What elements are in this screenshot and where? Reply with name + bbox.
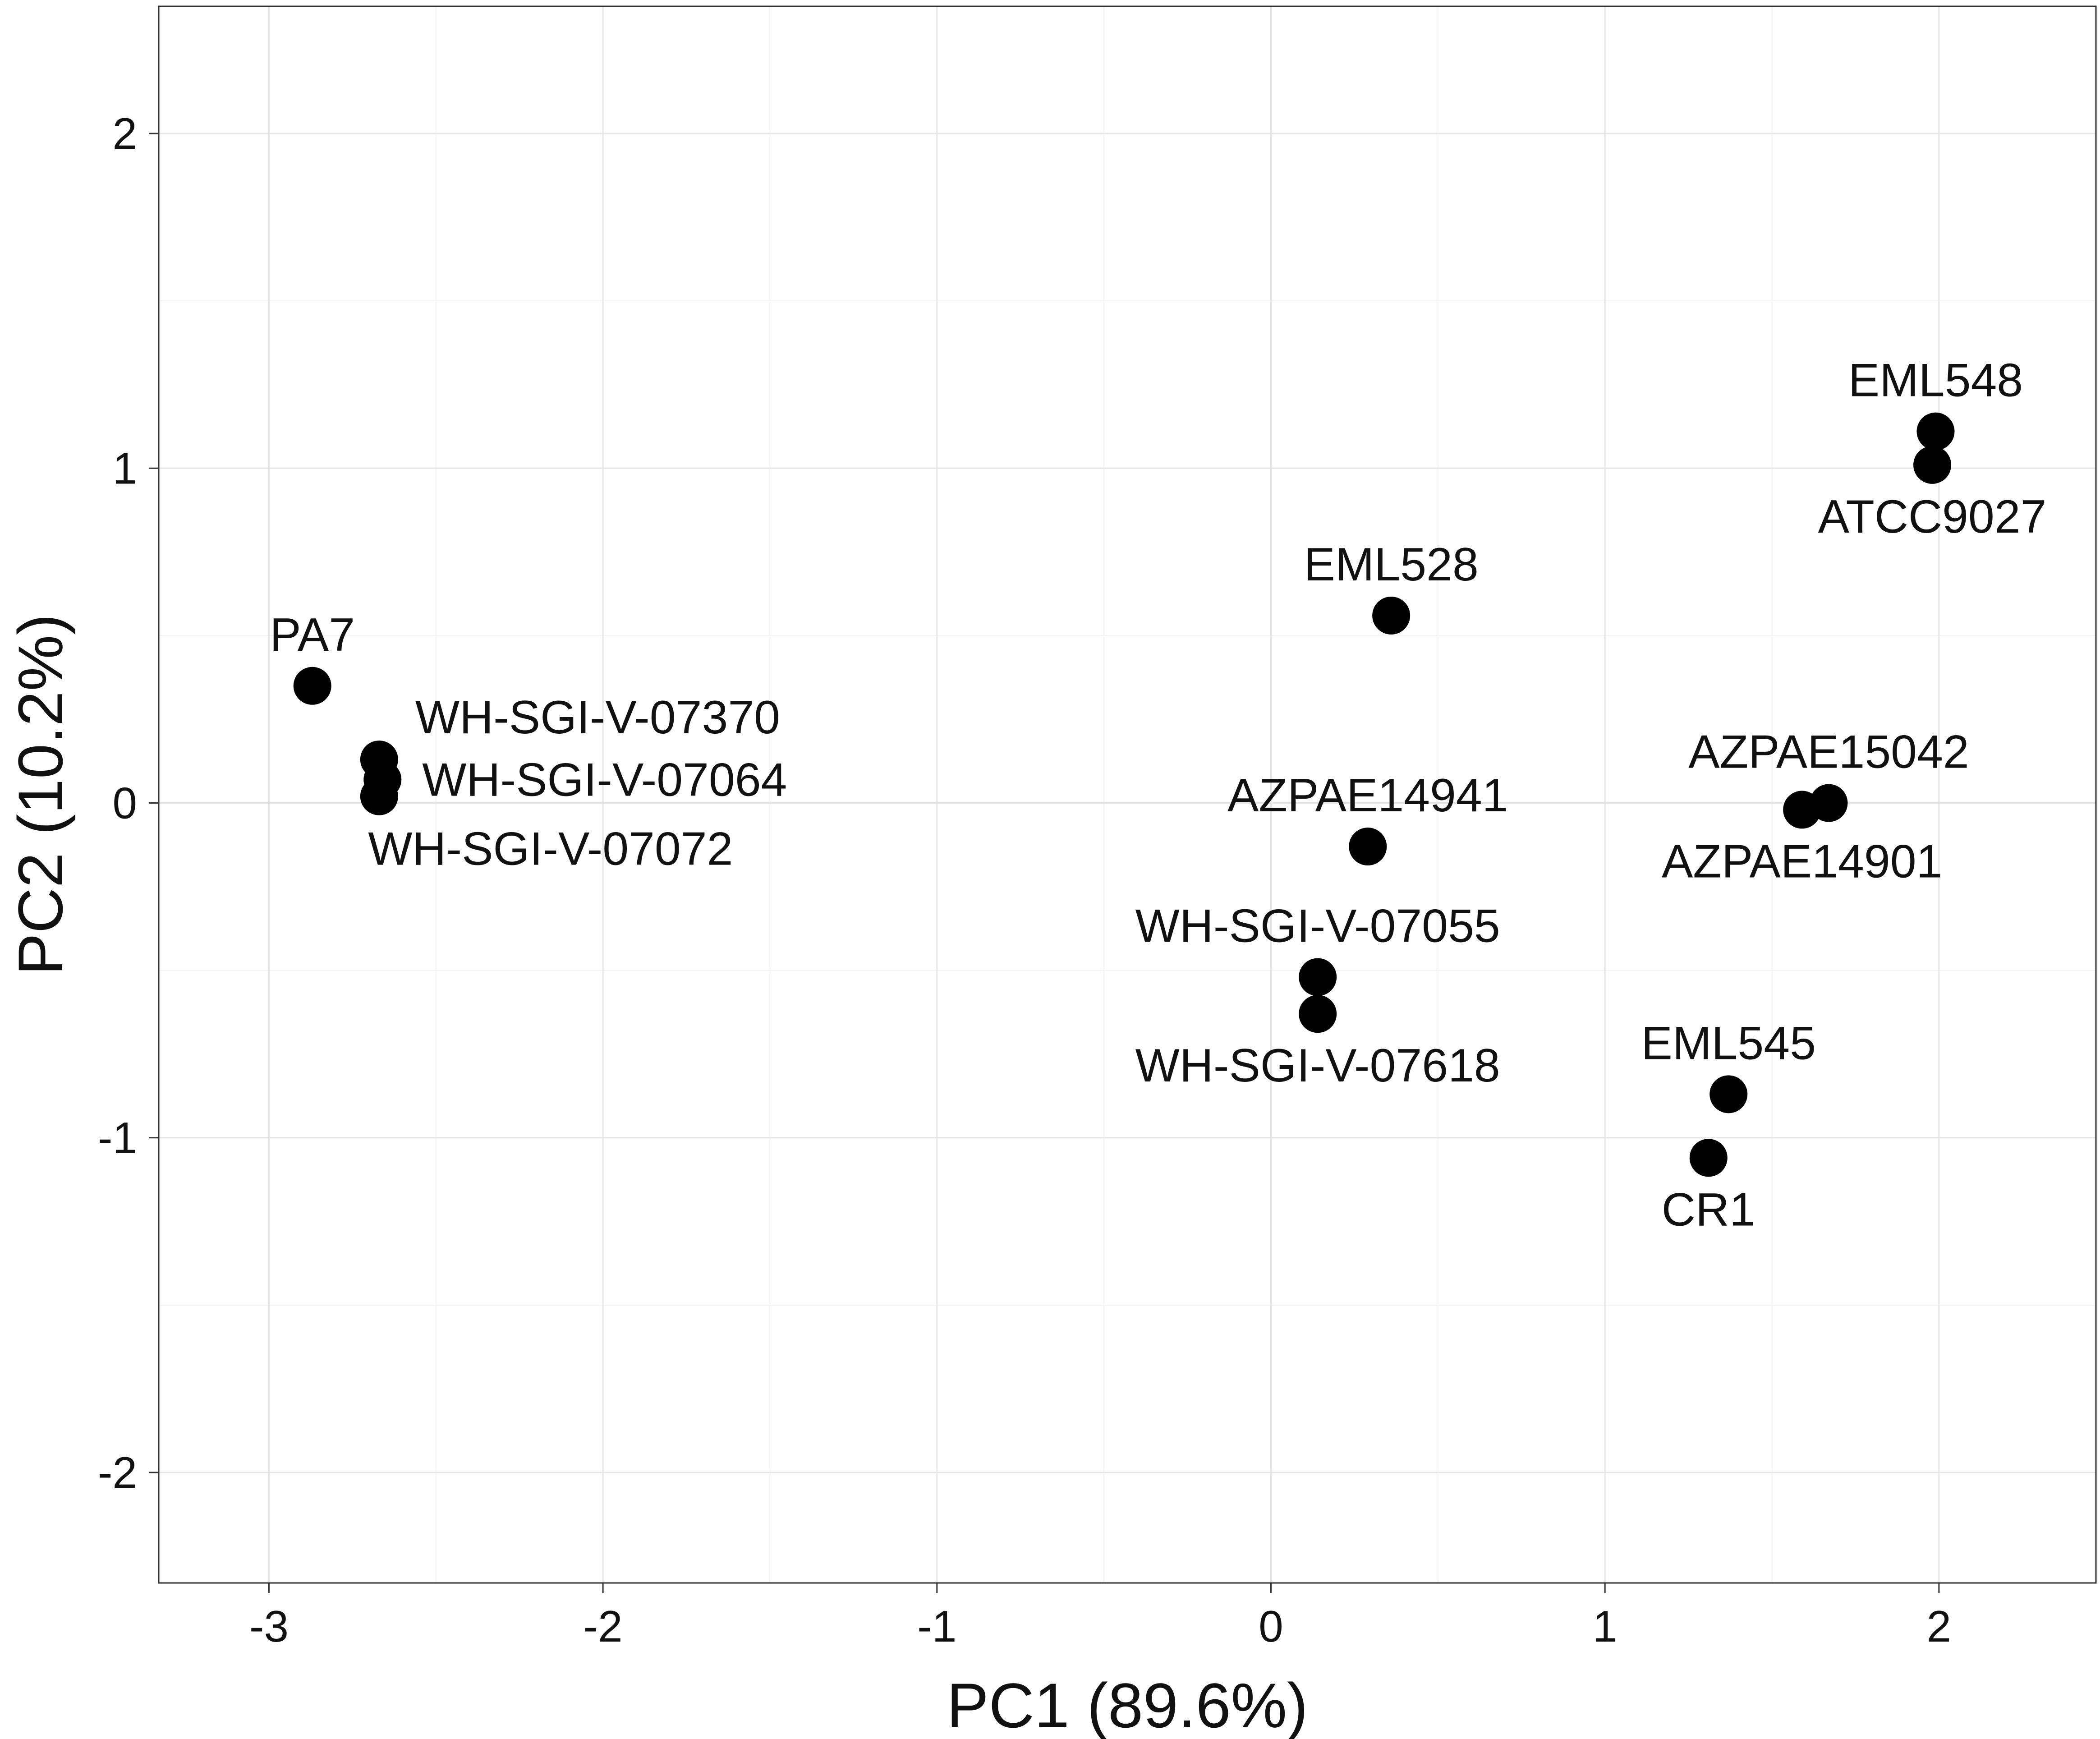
data-point bbox=[1299, 958, 1337, 996]
data-point bbox=[293, 667, 331, 705]
gridlines bbox=[159, 6, 2096, 1583]
point-label: EML545 bbox=[1641, 1017, 1816, 1069]
data-point bbox=[1689, 1139, 1728, 1177]
x-tick-label: -2 bbox=[584, 1601, 623, 1651]
point-label: WH-SGI-V-07064 bbox=[422, 754, 787, 806]
y-tick-label: 0 bbox=[112, 778, 137, 828]
x-axis-tick-labels: -3 -2 -1 0 1 2 bbox=[249, 1601, 1951, 1651]
data-point bbox=[1913, 446, 1952, 484]
y-tick-label: -1 bbox=[98, 1113, 137, 1163]
y-axis-title: PC2 (10.2%) bbox=[5, 614, 76, 975]
point-label: AZPAE15042 bbox=[1688, 726, 1969, 778]
y-tick-label: -2 bbox=[98, 1448, 137, 1497]
point-label: AZPAE14901 bbox=[1662, 835, 1942, 888]
plot-panel-border bbox=[158, 5, 2097, 1584]
data-point bbox=[360, 777, 398, 815]
point-label: WH-SGI-V-07618 bbox=[1135, 1040, 1500, 1092]
point-label: WH-SGI-V-07072 bbox=[368, 823, 733, 875]
point-label: PA7 bbox=[270, 609, 355, 661]
y-axis-tick-labels: -2 -1 0 1 2 bbox=[98, 109, 137, 1497]
data-point bbox=[1783, 791, 1821, 829]
data-point bbox=[1299, 995, 1337, 1033]
point-label: EML548 bbox=[1848, 354, 2023, 407]
point-label: ATCC9027 bbox=[1818, 491, 2047, 543]
x-tick-label: 0 bbox=[1259, 1601, 1283, 1651]
x-tick-label: 1 bbox=[1593, 1601, 1618, 1651]
data-point bbox=[1349, 828, 1387, 866]
data-point bbox=[1916, 412, 1955, 451]
point-label: EML528 bbox=[1304, 538, 1478, 591]
x-axis-title: PC1 (89.6%) bbox=[947, 1670, 1308, 1739]
point-label: WH-SGI-V-07370 bbox=[415, 691, 780, 744]
x-tick-label: -3 bbox=[249, 1601, 289, 1651]
data-point bbox=[1709, 1075, 1748, 1113]
axis-ticks bbox=[149, 133, 1940, 1593]
data-point bbox=[1372, 596, 1411, 635]
y-tick-label: 2 bbox=[112, 109, 137, 158]
data-points bbox=[293, 412, 1955, 1177]
point-label: CR1 bbox=[1662, 1183, 1755, 1236]
point-label: WH-SGI-V-07055 bbox=[1135, 900, 1500, 952]
point-labels: PA7 WH-SGI-V-07370 WH-SGI-V-07064 WH-SGI-V-… bbox=[270, 354, 2046, 1236]
x-tick-label: 2 bbox=[1927, 1601, 1952, 1651]
point-label: AZPAE14941 bbox=[1227, 769, 1508, 822]
y-tick-label: 1 bbox=[112, 443, 137, 493]
x-tick-label: -1 bbox=[917, 1601, 956, 1651]
